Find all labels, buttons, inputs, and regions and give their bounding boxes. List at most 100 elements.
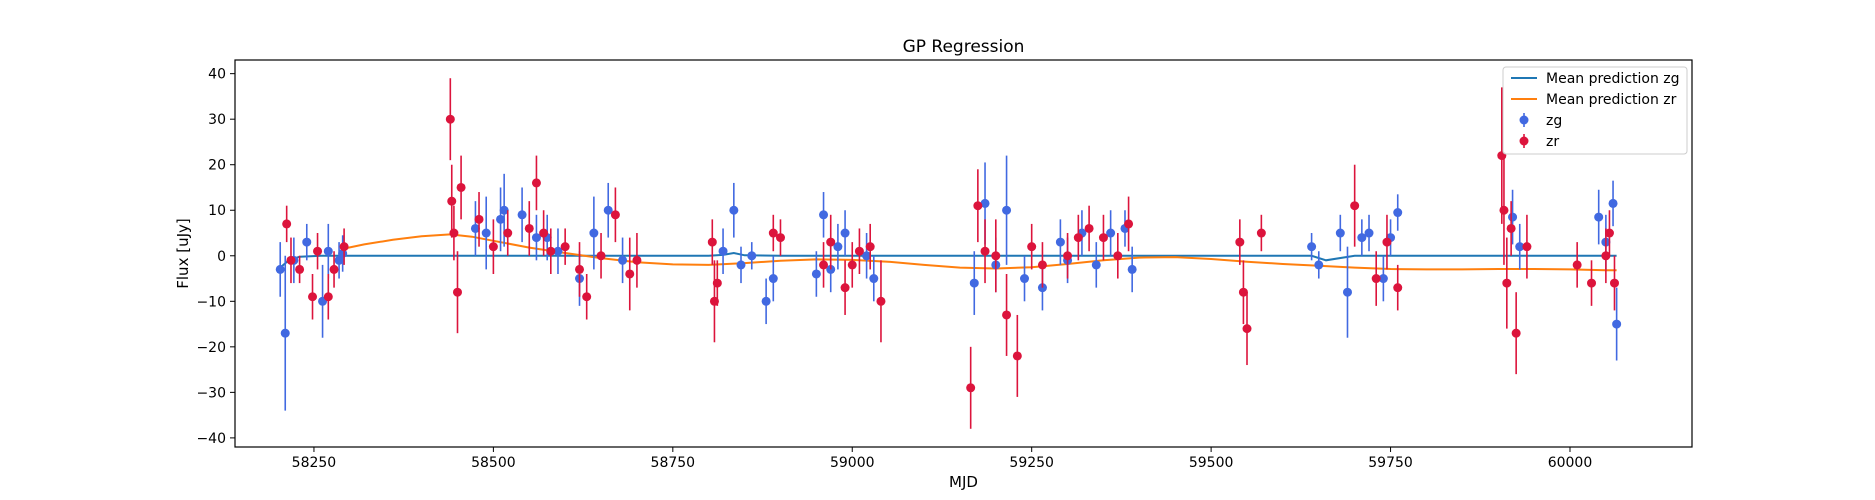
zg-point	[1055, 237, 1065, 247]
legend: Mean prediction zg Mean prediction zr zg…	[1502, 66, 1688, 155]
zr-point	[610, 210, 620, 220]
zg-point	[334, 255, 344, 265]
zg-point	[768, 274, 778, 284]
zr-point	[539, 228, 549, 238]
zr-point	[560, 242, 570, 252]
zr-point	[524, 223, 534, 233]
zr-point	[1601, 251, 1611, 261]
zr-point	[768, 228, 778, 238]
zg-point	[840, 228, 850, 238]
axis-ticks: 58250 58500 58750 59000 59250 59500 59750 60000…	[196, 67, 1592, 471]
zg-point	[603, 205, 613, 215]
zr-point	[1350, 201, 1360, 211]
zg-point	[470, 223, 480, 233]
zr-point	[991, 251, 1001, 261]
y-tick-label: −10	[196, 294, 226, 310]
zr-point	[819, 260, 829, 270]
zr-point	[452, 287, 462, 297]
zg-point	[1378, 274, 1388, 284]
zg-point	[729, 205, 739, 215]
zg-point	[517, 210, 527, 220]
zr-point	[1113, 251, 1123, 261]
zg-point	[1314, 260, 1324, 270]
zg-point	[496, 214, 506, 224]
zg-point	[736, 260, 746, 270]
zg-point	[1127, 264, 1137, 274]
zr-point	[445, 114, 455, 124]
zr-point	[840, 283, 850, 293]
x-tick-label: 59000	[830, 455, 875, 471]
zg-point	[1508, 212, 1518, 222]
zr-point	[707, 237, 717, 247]
zg-point	[1307, 242, 1317, 252]
zr-point	[308, 292, 318, 302]
zr-point	[1098, 233, 1108, 243]
zg-point	[499, 205, 509, 215]
y-tick-label: 10	[208, 203, 226, 219]
zr-point	[295, 264, 305, 274]
legend-zg-line-label: Mean prediction zg	[1546, 71, 1680, 87]
zr-point	[1012, 351, 1022, 361]
zg-point	[761, 296, 771, 306]
zg-point	[1335, 228, 1345, 238]
plot-frame	[234, 59, 1693, 448]
zg-point	[869, 274, 879, 284]
x-tick-label: 58750	[651, 455, 696, 471]
zr-point	[329, 264, 339, 274]
zg-point	[1364, 228, 1374, 238]
zr-point	[1073, 233, 1083, 243]
zg-point	[747, 251, 757, 261]
zr-point	[323, 292, 333, 302]
zr-point	[1393, 283, 1403, 293]
zr-point	[847, 260, 857, 270]
zr-point	[339, 242, 349, 252]
zg-point	[618, 255, 628, 265]
zr-point	[1063, 251, 1073, 261]
zr-point	[313, 246, 323, 256]
y-tick-label: 0	[217, 249, 226, 265]
zr-point	[1124, 219, 1134, 229]
zg-point	[1515, 242, 1525, 252]
y-tick-label: −20	[196, 340, 226, 356]
zr-point	[546, 246, 556, 256]
zr-point	[575, 264, 585, 274]
zr-point	[625, 269, 635, 279]
legend-zg-label: zg	[1546, 113, 1562, 129]
zg-point	[1020, 274, 1030, 284]
zg-point	[302, 237, 312, 247]
zg-point	[1091, 260, 1101, 270]
zg-point	[280, 328, 290, 338]
x-axis-label: MJD	[949, 473, 978, 491]
zr-point	[282, 219, 292, 229]
legend-zr-marker	[1519, 136, 1529, 146]
zg-point	[833, 242, 843, 252]
y-tick-label: 40	[208, 67, 226, 83]
zg-point	[338, 249, 348, 258]
zr-point	[286, 255, 296, 265]
zr-point	[1027, 242, 1037, 252]
zr-point	[449, 228, 459, 238]
zr-point	[596, 251, 606, 261]
zr-point	[712, 278, 722, 288]
zg-point	[969, 278, 979, 288]
zg-point	[589, 228, 599, 238]
data-points-layer	[275, 78, 1622, 429]
zr-point	[632, 255, 642, 265]
zg-point	[1594, 212, 1604, 222]
zr-point	[775, 233, 785, 243]
zr-point	[1084, 223, 1094, 233]
zr-point	[1235, 237, 1245, 247]
zg-point	[1393, 208, 1403, 218]
y-tick-label: 30	[208, 112, 226, 128]
zg-point	[275, 264, 285, 274]
zg-point	[1002, 205, 1012, 215]
zg-point	[811, 269, 821, 279]
zr-point	[531, 178, 541, 188]
zr-point	[582, 292, 592, 302]
chart-title: GP Regression	[903, 37, 1025, 57]
legend-zr-line-label: Mean prediction zr	[1546, 92, 1677, 108]
zg-point	[323, 246, 333, 256]
zg-point	[980, 198, 990, 208]
legend-zg-marker	[1519, 115, 1529, 125]
